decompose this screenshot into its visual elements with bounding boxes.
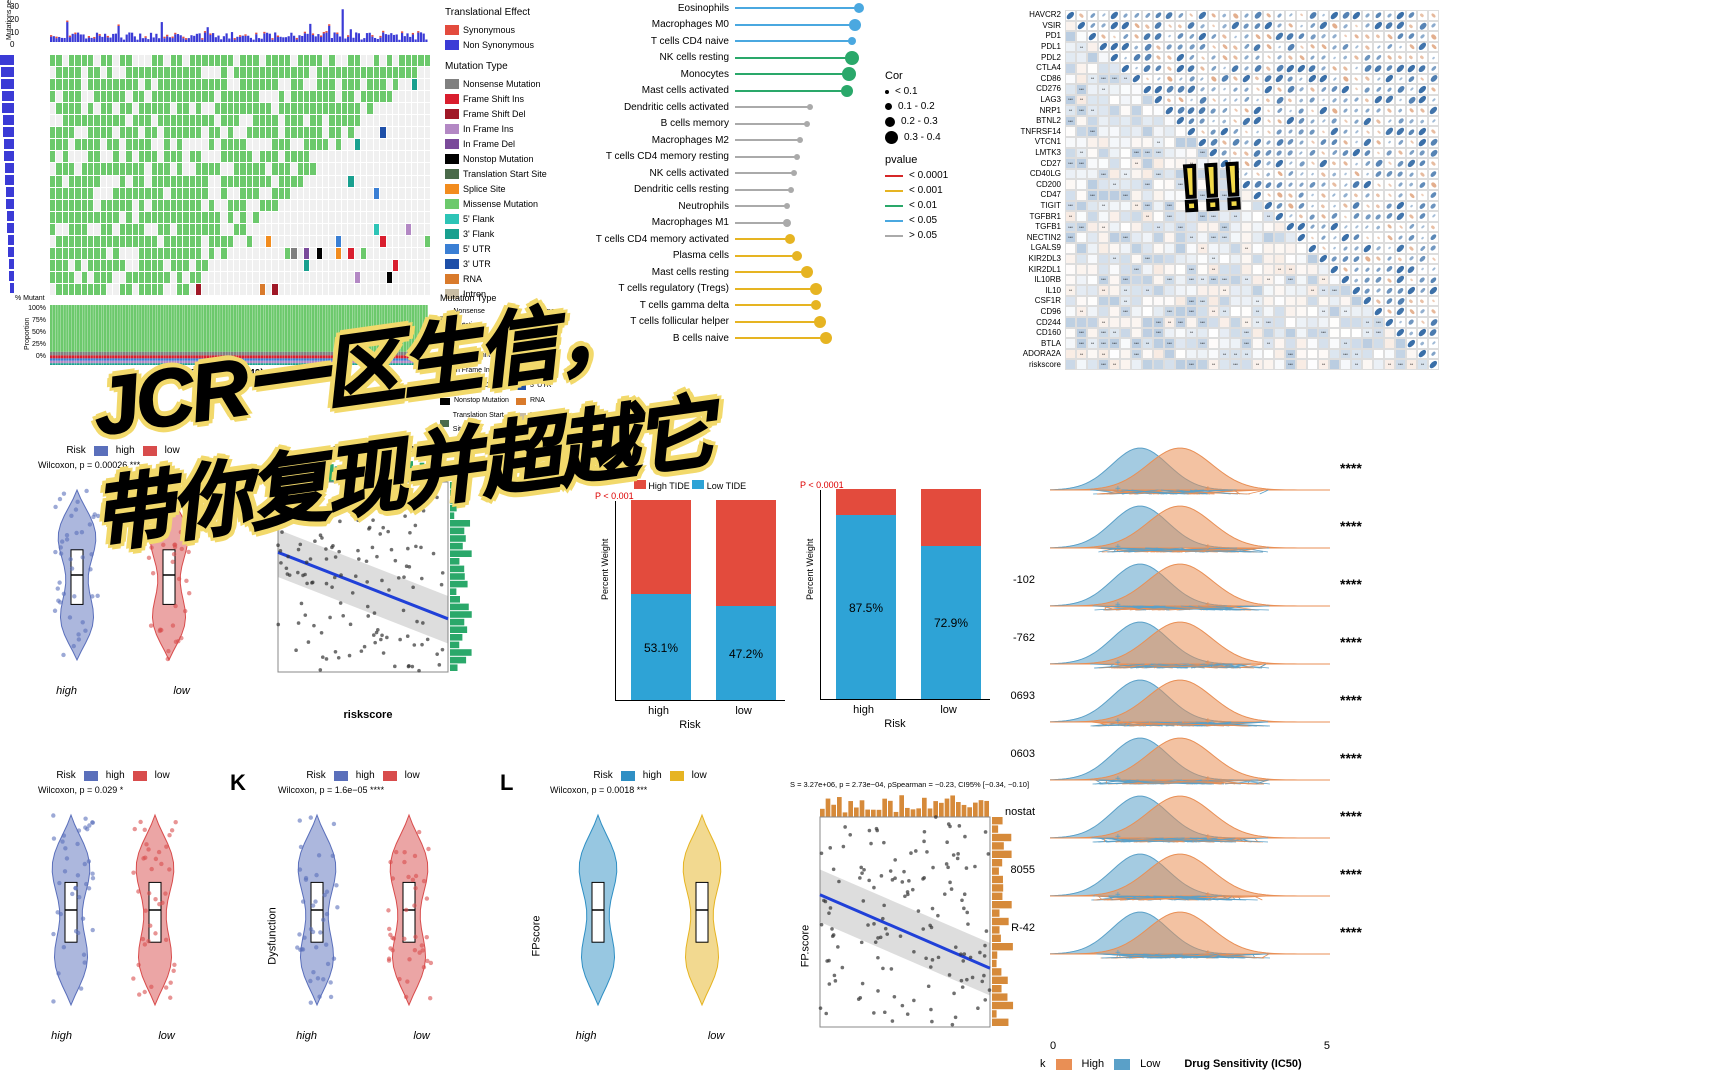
wilcoxon-stat: Wilcoxon, p = 0.00026 *** — [8, 460, 238, 470]
svg-text:+: + — [1205, 542, 1211, 553]
svg-text:+: + — [1115, 716, 1121, 727]
mutations-axis: 30 20 10 0 — [10, 2, 48, 42]
corr-grid: ****************************************… — [1065, 10, 1425, 370]
svg-text:+: + — [1205, 658, 1211, 669]
legend-item: low — [165, 445, 180, 456]
mutation-heatmap — [50, 55, 430, 295]
panel-label-k: K — [230, 770, 246, 796]
pct-mutant-sidebar — [0, 55, 14, 295]
wilcoxon-stat: Wilcoxon, p = 0.029 * — [8, 785, 218, 795]
svg-text:+: + — [1205, 832, 1211, 843]
svg-text:+: + — [1115, 658, 1121, 669]
stacked-bar-panel-i: P < 0.0001 87.5%72.9% highlow Risk — [800, 480, 990, 740]
mutations-barcode-chart — [50, 2, 430, 42]
svg-text:+: + — [1115, 542, 1121, 553]
violin-plot — [248, 795, 478, 1025]
ylabel-h: Percent Weight — [600, 539, 610, 600]
proportion-stacked-bars — [50, 305, 430, 365]
svg-text:+: + — [1205, 774, 1211, 785]
sample-count-label: Sample (n=140) — [190, 368, 264, 379]
ylabel-i: Percent Weight — [805, 539, 815, 600]
legend-item: high — [116, 445, 135, 456]
legend-label: Risk — [66, 445, 85, 456]
density-ridge-panel: ++****++****-102++****-762++****0693++**… — [1030, 440, 1430, 1070]
scatter-stat: = −0.25, CI95% [−0.36, −0.13] — [248, 445, 488, 454]
xlabel: Risk — [800, 718, 990, 730]
cor-legend-title: Cor — [885, 70, 995, 82]
svg-text:+: + — [1205, 716, 1211, 727]
oncoprint-waterfall-panel: Mutations per MB 30 20 10 0 % Mutant 100… — [0, 0, 570, 400]
violin-xaxis: highlow — [8, 685, 238, 697]
lollipop-rows: EosinophilsMacrophages M0T cells CD4 nai… — [575, 0, 875, 380]
exclamation-overlay: !!! — [1178, 148, 1246, 225]
stacked-bar-panel-h: High TIDE Low TIDE P < 0.001 53.1%47.2% … — [595, 480, 785, 740]
legend-title: Mutation Type — [445, 60, 565, 74]
violin-legend: Risk high low — [8, 445, 238, 456]
pct-mutant-label: % Mutant — [15, 295, 45, 302]
mutation-type-legend-bottom: Mutation Type Nonsense MutationFrame Shi… — [440, 305, 580, 453]
stacked-bars: 87.5%72.9% — [820, 490, 990, 700]
svg-text:+: + — [1115, 948, 1121, 959]
ylabel: FP.score — [799, 925, 811, 968]
lollipop-correlation-panel: EosinophilsMacrophages M0T cells CD4 nai… — [575, 0, 1005, 400]
scatter-plot — [248, 454, 488, 704]
xlabel: Risk — [595, 719, 785, 731]
lollipop-legend: Cor < 0.10.1 - 0.20.2 - 0.30.3 - 0.4 pva… — [885, 60, 995, 245]
legend-swatch-high — [94, 446, 108, 456]
svg-text:+: + — [1205, 948, 1211, 959]
wilcoxon-stat: Wilcoxon, p = 1.6e−05 **** — [248, 785, 478, 795]
svg-text:+: + — [1205, 484, 1211, 495]
scatter-panel-g: = −0.25, CI95% [−0.36, −0.13] riskscore — [248, 445, 488, 725]
violin-plot — [8, 795, 218, 1025]
violin-plot — [520, 795, 780, 1025]
scatter-stat: S = 3.27e+06, p = 2.73e−04, ρSpearman = … — [790, 780, 1030, 789]
legend-swatch-low — [143, 446, 157, 456]
pvalue-legend-title: pvalue — [885, 154, 995, 166]
violin-panel-j: Risk high low Wilcoxon, p = 0.029 * high… — [8, 770, 218, 1070]
svg-text:+: + — [1205, 890, 1211, 901]
wilcoxon-stat: Wilcoxon, p = 0.0018 *** — [520, 785, 780, 795]
violin-panel-l: Risk high low Wilcoxon, p = 0.0018 *** F… — [520, 770, 780, 1070]
ridge-xaxis: 0 5 — [1050, 1040, 1330, 1052]
violin-plot — [8, 470, 238, 680]
legend-title: Mutation Type — [440, 291, 580, 305]
violin-panel-f: Risk high low Wilcoxon, p = 0.00026 *** … — [8, 445, 238, 725]
panel-label-l: L — [500, 770, 513, 796]
ridge-legend: k High Low Drug Sensitivity (IC50) — [1040, 1058, 1302, 1070]
scatter-xlabel: riskscore — [248, 709, 488, 721]
legend-title: Translational Effect — [445, 6, 565, 20]
svg-text:+: + — [1115, 774, 1121, 785]
stacked-bars: 53.1%47.2% — [615, 501, 785, 701]
svg-text:+: + — [1205, 600, 1211, 611]
svg-text:+: + — [1115, 600, 1121, 611]
svg-text:+: + — [1115, 484, 1121, 495]
proportion-axis-label: Proportion — [24, 318, 31, 350]
svg-text:+: + — [1115, 832, 1121, 843]
tide-legend: High TIDE Low TIDE — [595, 480, 785, 491]
violin-panel-k: Risk high low Wilcoxon, p = 1.6e−05 ****… — [248, 770, 478, 1070]
svg-text:+: + — [1115, 890, 1121, 901]
ridge-rows: ++****++****-102++****-762++****0693++**… — [1030, 440, 1430, 962]
mutation-type-legend: Mutation Type Nonsense MutationFrame Shi… — [445, 60, 565, 302]
translational-effect-legend: Translational Effect SynonymousNon Synon… — [445, 6, 565, 53]
corr-row-labels: HAVCR2VSIRPD1PDL1PDL2CTLA4CD86CD276LAG3N… — [1010, 10, 1064, 370]
